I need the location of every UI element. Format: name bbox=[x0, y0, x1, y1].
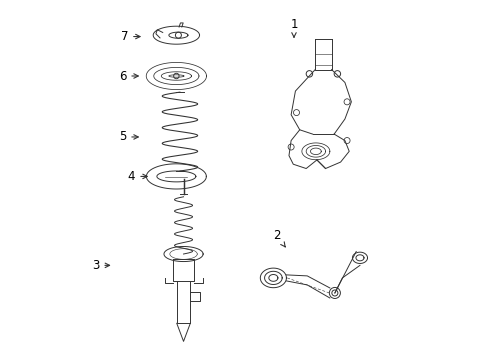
Text: 2: 2 bbox=[272, 229, 285, 247]
Text: 7: 7 bbox=[121, 30, 140, 43]
Text: 1: 1 bbox=[290, 18, 297, 37]
Text: 6: 6 bbox=[119, 69, 138, 82]
Text: 5: 5 bbox=[119, 130, 138, 144]
Text: 3: 3 bbox=[92, 259, 109, 272]
Text: 4: 4 bbox=[127, 170, 147, 183]
